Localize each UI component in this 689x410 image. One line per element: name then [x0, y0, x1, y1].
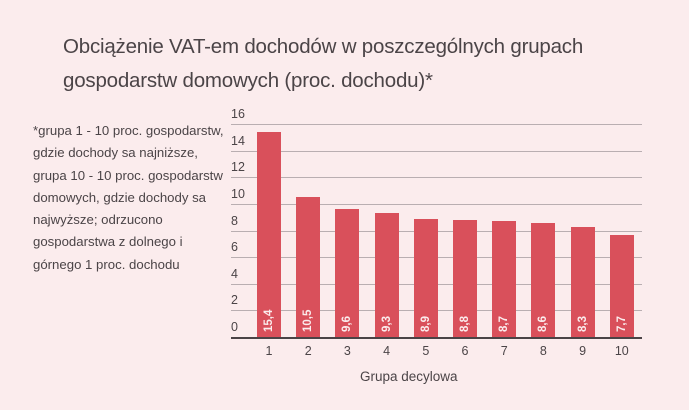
x-tick-label: 1 — [265, 344, 273, 358]
x-tick-label: 3 — [343, 344, 351, 358]
plot-area: 0 2 4 6 8 10 12 14 16 15,4 10,5 9,6 9,3 8,9 8,8 8,7 8,6 8… — [231, 107, 642, 337]
x-tick-label: 8 — [539, 344, 547, 358]
bar: 8,6 — [531, 222, 556, 337]
x-tick-label: 4 — [383, 344, 391, 358]
bar-value-label: 10,5 — [302, 309, 315, 332]
y-tick-label: 12 — [231, 160, 245, 175]
gridline — [231, 177, 642, 179]
bar-value-label: 8,9 — [419, 316, 432, 332]
x-tick-label: 7 — [500, 344, 508, 358]
bar-value-label: 8,8 — [459, 316, 471, 332]
y-tick-label: 16 — [231, 107, 245, 121]
x-tick-label: 6 — [461, 344, 469, 358]
bar-value-label: 8,7 — [498, 316, 511, 332]
x-tick-label: 10 — [614, 344, 629, 358]
y-tick-label: 0 — [231, 320, 238, 334]
bar-value-label: 8,3 — [576, 316, 589, 332]
bar-value-label: 15,4 — [263, 309, 275, 332]
x-axis-line — [231, 337, 642, 339]
chart-title: Obciążenie VAT-em dochodów w poszczególn… — [63, 35, 584, 92]
x-tick-label: 9 — [579, 344, 587, 358]
gridline — [231, 203, 642, 205]
bar: 8,7 — [492, 221, 517, 337]
bar-value-label: 9,6 — [341, 316, 354, 332]
x-axis-label: Grupa decylowa — [360, 369, 458, 384]
bar: 9,3 — [374, 213, 399, 337]
bar: 8,8 — [453, 219, 477, 337]
y-tick-label: 10 — [231, 186, 245, 201]
bar: 8,9 — [413, 218, 438, 337]
x-tick-label: 5 — [422, 344, 430, 358]
bar: 15,4 — [257, 132, 281, 337]
bar: 7,7 — [609, 234, 634, 337]
bar: 9,6 — [335, 209, 360, 337]
bar: 8,3 — [570, 226, 595, 337]
bar: 10,5 — [296, 197, 321, 337]
y-tick-label: 4 — [231, 266, 238, 281]
y-tick-label: 14 — [231, 133, 245, 148]
bar-value-label: 8,6 — [537, 316, 550, 332]
bar-value-label: 9,3 — [380, 316, 393, 332]
y-tick-label: 8 — [231, 213, 238, 228]
x-tick-label: 2 — [304, 344, 312, 358]
gridline — [231, 124, 642, 125]
bar-value-label: 7,7 — [615, 316, 628, 332]
y-tick-label: 2 — [231, 293, 238, 308]
gridline — [231, 150, 642, 152]
y-tick-label: 6 — [231, 240, 238, 255]
chart-footnote: *grupa 1 - 10 proc. gospodarstw, gdzie d… — [33, 123, 224, 272]
